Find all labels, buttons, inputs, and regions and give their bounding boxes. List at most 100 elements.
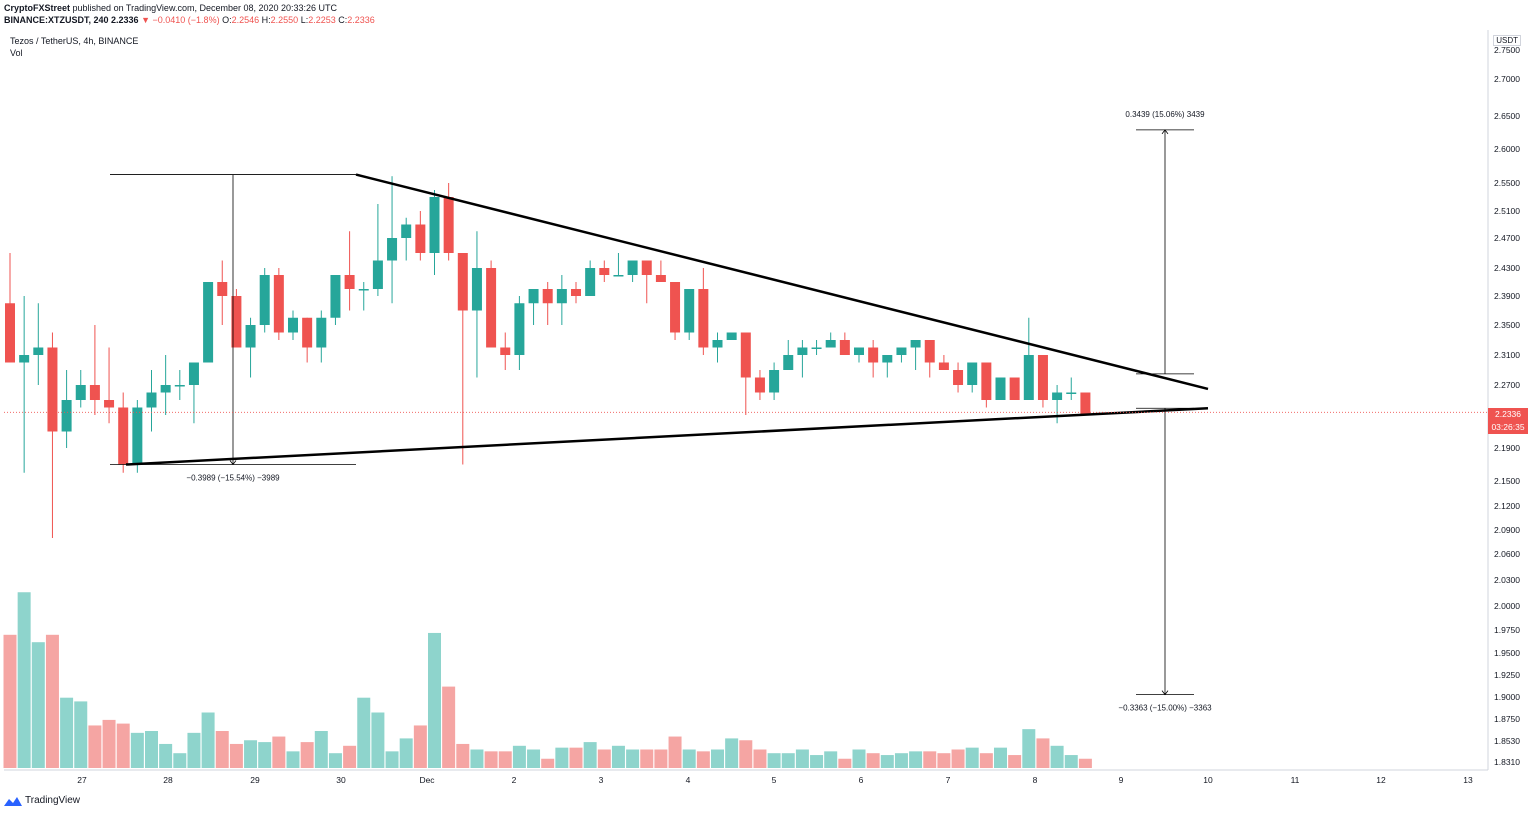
candle-body — [882, 355, 893, 363]
volume-bar — [31, 642, 45, 768]
volume-bar — [456, 743, 470, 768]
volume-bars — [3, 592, 1092, 768]
volume-bar — [979, 753, 993, 768]
volume-bar — [696, 751, 710, 768]
candle-body — [825, 340, 836, 348]
volume-bar — [413, 725, 427, 768]
candle-body — [33, 347, 44, 355]
change-arrow-icon: ▼ — [141, 15, 150, 25]
candle-body — [471, 268, 482, 311]
high-value: 2.2550 — [270, 15, 299, 25]
candle-body — [217, 282, 228, 296]
volume-bar — [541, 758, 555, 768]
volume-bar — [145, 731, 158, 768]
chart-axes — [4, 30, 1489, 771]
volume-bar — [923, 751, 937, 768]
candle-body — [698, 289, 709, 348]
time-tick-label: Dec — [419, 775, 435, 785]
time-tick-label: 8 — [1033, 775, 1038, 785]
candle-body — [443, 197, 454, 253]
time-tick-label: 5 — [772, 775, 777, 785]
volume-bar — [442, 686, 456, 768]
candle-body — [486, 268, 497, 348]
candle-body — [89, 385, 100, 400]
volume-bar — [357, 697, 371, 768]
price-tick-label: 2.0000 — [1494, 601, 1520, 611]
candle-body — [316, 317, 327, 348]
candle-body — [288, 317, 298, 333]
price-tick-label: 2.0300 — [1494, 575, 1520, 585]
candle-body — [302, 317, 313, 348]
candle-body — [273, 275, 284, 333]
candle-body — [783, 355, 794, 370]
volume-bar — [428, 632, 441, 768]
volume-bar — [385, 751, 399, 768]
volume-bar — [880, 755, 894, 768]
candle-body — [585, 268, 596, 296]
candle-body — [457, 253, 468, 311]
candle-body — [613, 275, 624, 277]
candle-body — [953, 370, 964, 385]
volume-bar — [866, 753, 880, 768]
volume-bar — [130, 732, 144, 768]
tradingview-logo[interactable]: TradingView — [4, 795, 80, 806]
price-tick-label: 2.7500 — [1494, 45, 1520, 55]
volume-bar — [1078, 758, 1092, 768]
time-tick-label: 28 — [163, 775, 173, 785]
upper-trendline — [355, 173, 1209, 391]
volume-bar — [88, 725, 102, 768]
volume-bar — [102, 719, 116, 768]
tradingview-brand: TradingView — [25, 795, 81, 806]
volume-bar — [159, 743, 173, 768]
price-tick-label: 2.6500 — [1494, 111, 1520, 121]
price-tick-label: 2.1200 — [1494, 501, 1520, 511]
candle-body — [740, 332, 751, 378]
candle-body — [75, 385, 86, 400]
candle-body — [981, 362, 992, 400]
candle-body — [839, 340, 850, 355]
candle-body — [627, 260, 638, 275]
time-tick-label: 10 — [1203, 775, 1213, 785]
candle-body — [938, 362, 949, 370]
time-tick-label: 9 — [1119, 775, 1124, 785]
measure-label: 0.3439 (15.06%) 3439 — [1125, 110, 1205, 119]
high-label: H: — [261, 15, 271, 25]
volume-bar — [1064, 755, 1078, 768]
price-tick-label: 2.3500 — [1494, 320, 1520, 330]
time-tick-label: 3 — [599, 775, 604, 785]
candle-body — [160, 385, 171, 393]
candle-body — [5, 303, 15, 363]
volume-bar — [1050, 745, 1064, 768]
lower-trendline — [125, 407, 1209, 466]
time-axis-labels: 27 28 29 30 Dec 2 3 4 5 6 7 8 9 10 11 12 13 — [77, 775, 1473, 785]
measure-label: −0.3989 (−15.54%) −3989 — [186, 474, 280, 483]
volume-bar — [314, 731, 328, 768]
open-value: 2.2546 — [231, 15, 260, 25]
candle-body — [542, 289, 553, 304]
candle-body — [910, 340, 921, 348]
volume-bar — [1036, 738, 1050, 768]
volume-bar — [739, 740, 753, 768]
volume-bar — [3, 634, 17, 768]
candle-body — [344, 275, 355, 289]
volume-bar — [909, 751, 923, 768]
price-tick-label: 2.4300 — [1494, 263, 1520, 273]
price-tick-label: 2.3100 — [1494, 350, 1520, 360]
volume-bar — [201, 712, 215, 768]
volume-bar — [753, 749, 767, 768]
volume-bar — [824, 751, 838, 768]
price-tick-label: 1.8310 — [1494, 757, 1520, 767]
low-value: 2.2253 — [308, 15, 336, 25]
volume-bar — [965, 747, 979, 768]
volume-bar — [1008, 755, 1022, 768]
price-tick-label: 2.0600 — [1494, 549, 1520, 559]
candle-body — [1066, 392, 1077, 394]
candle-body — [1023, 355, 1034, 400]
volume-label: Vol — [10, 48, 23, 58]
candle-body — [104, 400, 115, 408]
volume-bar — [711, 749, 724, 768]
published-info: published on TradingView.com, December 0… — [72, 3, 338, 13]
candle-body — [655, 275, 666, 282]
candle-body — [1009, 377, 1020, 400]
